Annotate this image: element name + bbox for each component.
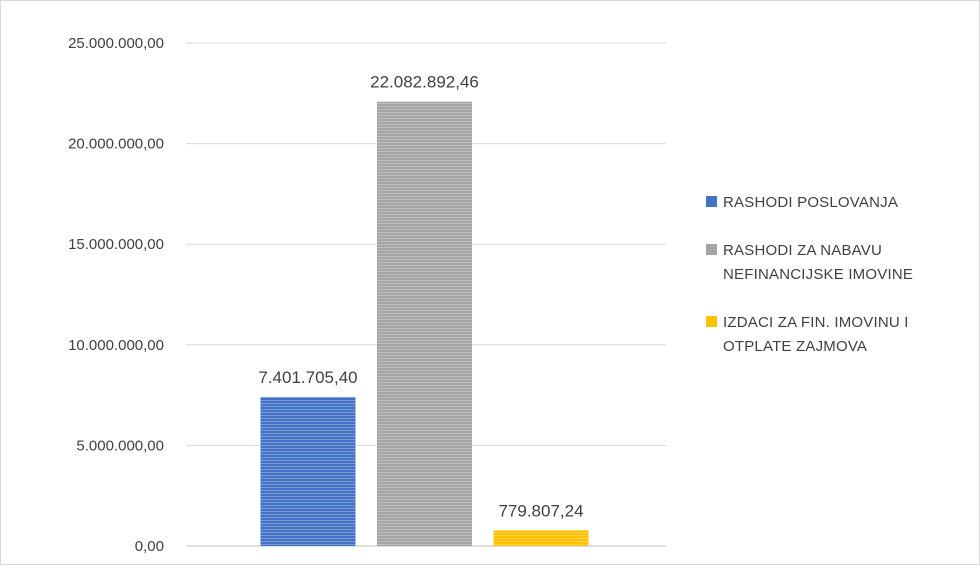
- y-tick-label: 10.000.000,00: [68, 337, 164, 354]
- legend-label: RASHODI POSLOVANJA: [723, 191, 898, 215]
- legend-swatch: [706, 196, 717, 207]
- legend-label-line: RASHODI POSLOVANJA: [723, 194, 899, 211]
- data-label: 7.401.705,40: [258, 368, 357, 387]
- y-tick-label: 20.000.000,00: [68, 136, 164, 153]
- y-tick-label: 15.000.000,00: [68, 236, 164, 253]
- legend-item: RASHODI POSLOVANJA: [706, 191, 976, 215]
- legend-label: IZDACI ZA FIN. IMOVINU I OTPLATE ZAJMOVA: [723, 311, 909, 359]
- bar-texture: [260, 397, 356, 546]
- y-tick-label: 5.000.000,00: [76, 437, 164, 454]
- legend-item: IZDACI ZA FIN. IMOVINU I OTPLATE ZAJMOVA: [706, 311, 976, 359]
- data-label: 779.807,24: [498, 501, 583, 520]
- data-label: 22.082.892,46: [370, 73, 479, 92]
- legend-label-line: NEFINANCIJSKE IMOVINE: [723, 266, 914, 283]
- legend-item: RASHODI ZA NABAVU NEFINANCIJSKE IMOVINE: [706, 239, 976, 287]
- y-tick-label: 25.000.000,00: [68, 35, 164, 52]
- legend-swatch: [706, 244, 717, 255]
- bar-texture: [377, 101, 472, 547]
- bar-texture: [493, 530, 589, 546]
- legend-label-line: IZDACI ZA FIN. IMOVINU I: [723, 314, 909, 331]
- y-tick-label: 0,00: [135, 538, 164, 555]
- legend-swatch: [706, 316, 717, 327]
- legend-label-line: OTPLATE ZAJMOVA: [723, 338, 868, 355]
- legend-label: RASHODI ZA NABAVU NEFINANCIJSKE IMOVINE: [723, 239, 913, 287]
- chart-legend: RASHODI POSLOVANJA RASHODI ZA NABAVU NEFIN…: [706, 191, 976, 383]
- legend-label-line: RASHODI ZA NABAVU: [723, 242, 882, 259]
